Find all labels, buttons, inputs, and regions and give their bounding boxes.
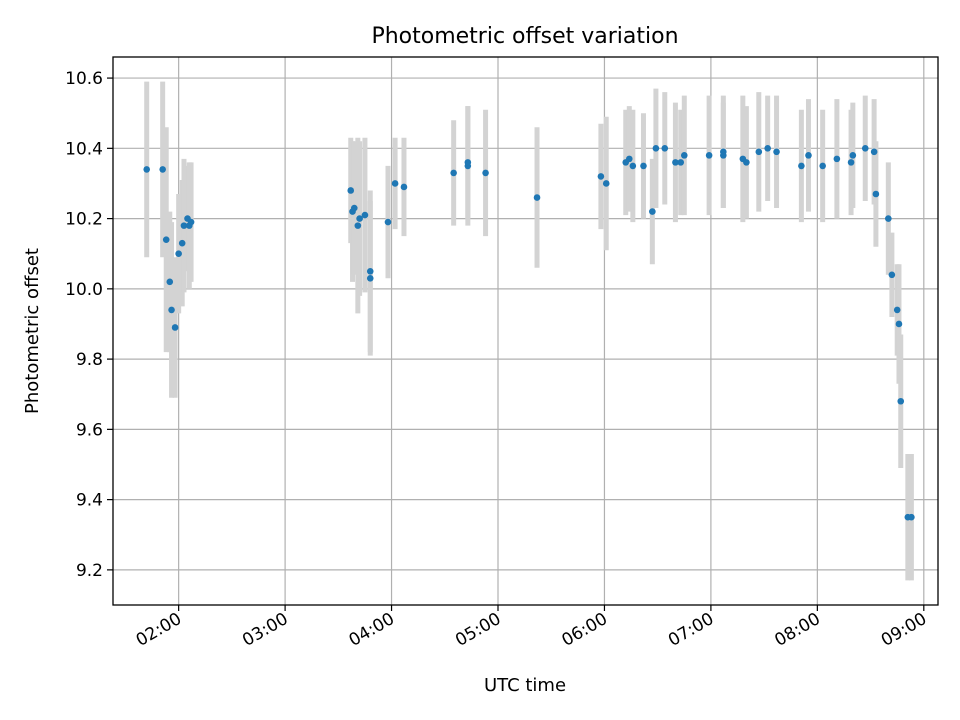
y-tick-label: 10.2 <box>65 210 103 230</box>
x-tick-label: 02:00 <box>133 609 185 651</box>
data-point <box>166 278 174 286</box>
data-point <box>168 306 175 314</box>
data-point <box>870 148 878 156</box>
chart-title: Photometric offset variation <box>371 24 678 49</box>
data-point <box>482 169 489 177</box>
data-point <box>354 222 362 229</box>
data-point <box>798 162 805 170</box>
x-tick-label: 08:00 <box>771 609 823 651</box>
data-point <box>893 306 901 314</box>
x-tick-label: 04:00 <box>346 609 398 651</box>
data-point <box>885 215 892 222</box>
error-bars <box>144 81 914 581</box>
y-tick-label: 9.6 <box>76 420 103 440</box>
data-point <box>849 152 857 159</box>
data-point <box>861 145 869 152</box>
data-point <box>366 267 374 275</box>
data-point <box>162 236 170 243</box>
data-point <box>833 155 841 163</box>
data-point <box>187 218 195 226</box>
data-point <box>897 397 905 405</box>
data-point <box>895 320 903 328</box>
plot-frame <box>112 56 939 606</box>
x-tick-label: 06:00 <box>559 609 611 651</box>
y-tick-label: 9.2 <box>76 561 103 581</box>
data-point <box>625 155 633 163</box>
data-point <box>361 211 369 219</box>
data-point <box>384 218 392 226</box>
x-axis: 02:00 03:00 04:00 05:00 06:00 07:00 08:00 09:00 <box>133 605 930 651</box>
x-tick-label: 03:00 <box>239 609 291 651</box>
x-tick-label: 07:00 <box>665 609 717 651</box>
data-point <box>180 222 188 229</box>
data-point <box>805 152 812 159</box>
grid <box>113 57 938 605</box>
data-point <box>175 250 182 258</box>
data-point <box>450 169 457 177</box>
data-point <box>847 159 855 166</box>
data-point <box>391 180 399 187</box>
x-tick-label: 05:00 <box>452 609 504 651</box>
data-point <box>677 159 685 166</box>
y-axis: 9.2 9.4 9.6 9.8 10.0 10.2 10.4 10.6 <box>65 69 113 581</box>
data-point <box>649 208 656 215</box>
data-point <box>366 275 374 282</box>
data-point <box>629 162 637 170</box>
data-point <box>661 145 669 152</box>
data-point <box>356 215 363 222</box>
data-point <box>178 239 186 247</box>
x-axis-label: UTC time <box>484 675 566 696</box>
data-point <box>652 145 660 152</box>
data-point <box>819 162 826 170</box>
data-point <box>672 159 679 166</box>
data-point <box>143 166 151 173</box>
data-point <box>171 324 179 331</box>
data-point <box>743 159 750 166</box>
data-point <box>908 513 915 521</box>
data-point <box>872 190 880 198</box>
data-point <box>764 145 771 152</box>
data-point <box>347 187 355 194</box>
y-axis-label: Photometric offset <box>22 248 43 414</box>
y-tick-label: 9.8 <box>76 350 103 370</box>
data-point <box>464 159 472 166</box>
data-point <box>755 148 763 156</box>
data-point <box>888 271 896 279</box>
data-points <box>143 145 915 521</box>
y-tick-label: 10.6 <box>65 69 103 89</box>
data-point <box>159 166 166 173</box>
y-tick-label: 9.4 <box>76 491 103 511</box>
x-tick-label: 09:00 <box>878 609 930 651</box>
data-point <box>533 194 541 201</box>
data-point <box>350 204 358 212</box>
data-point <box>720 152 727 159</box>
data-point <box>602 180 610 187</box>
y-tick-label: 10.4 <box>65 139 103 159</box>
data-point <box>640 162 647 170</box>
data-point <box>773 148 780 156</box>
y-tick-label: 10.0 <box>65 280 103 300</box>
data-point <box>597 173 605 180</box>
data-point <box>400 183 408 191</box>
data-point <box>680 152 688 159</box>
data-point <box>705 152 713 159</box>
